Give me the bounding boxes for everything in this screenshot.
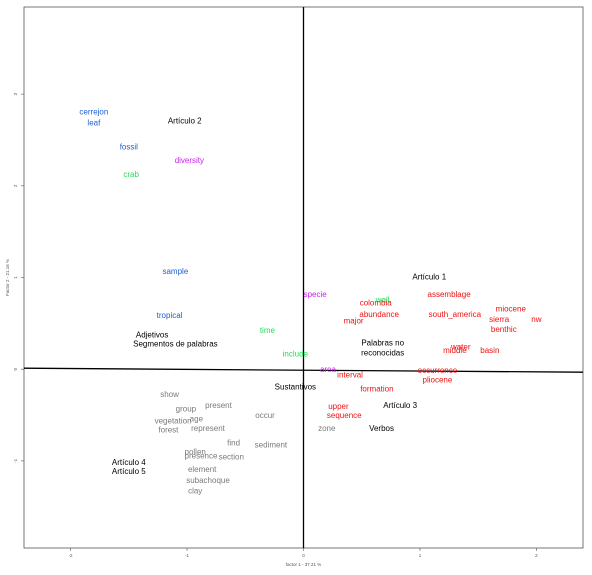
point-label-crab: crab bbox=[123, 170, 139, 179]
point-label-cerrejon: cerrejon bbox=[79, 108, 108, 117]
point-label-clay: clay bbox=[188, 486, 202, 495]
point-label-pliocene: pliocene bbox=[423, 375, 453, 384]
point-label-colombia: colombia bbox=[360, 298, 393, 307]
point-label-group: group bbox=[176, 405, 197, 414]
point-label-tropical: tropical bbox=[157, 311, 183, 320]
point-label-miocene: miocene bbox=[496, 305, 527, 314]
word-labels: cerrejon leaf fossil sample tropical crab time… bbox=[79, 108, 541, 496]
x-tick-label: 1 bbox=[419, 553, 422, 558]
point-label-assemblage: assemblage bbox=[428, 290, 472, 299]
point-label-water: water bbox=[450, 342, 471, 351]
point-label-leaf: leaf bbox=[87, 119, 101, 128]
x-tick-label: 2 bbox=[535, 553, 538, 558]
annotation-label: Adjetivos bbox=[136, 330, 168, 339]
x-tick-label: 0 bbox=[302, 553, 305, 558]
point-label-sequence: sequence bbox=[327, 411, 362, 420]
point-label-south-america: south_america bbox=[429, 310, 482, 319]
point-label-zone: zone bbox=[318, 424, 336, 433]
point-label-benthic: benthic bbox=[491, 325, 517, 334]
point-label-specie: specie bbox=[304, 290, 328, 299]
x-tick-label: -2 bbox=[69, 553, 73, 558]
annotation-label: Segmentos de palabras bbox=[133, 340, 218, 349]
point-label-element: element bbox=[188, 465, 217, 474]
point-label-basin: basin bbox=[480, 346, 499, 355]
point-label-vegetation: vegetation bbox=[155, 417, 192, 426]
point-label-time: time bbox=[260, 326, 276, 335]
x-axis-label: factor 1 - 37.21 % bbox=[286, 562, 322, 567]
point-label-occur: occur bbox=[255, 411, 275, 420]
point-label-presence: presence bbox=[185, 451, 218, 460]
point-label-sierra: sierra bbox=[489, 315, 510, 324]
point-label-represent: represent bbox=[191, 424, 226, 433]
point-label-major: major bbox=[344, 317, 364, 326]
horizontal-zero-axis bbox=[23, 367, 584, 373]
y-tick-label: 2 bbox=[13, 184, 18, 187]
y-tick-label: 0 bbox=[13, 367, 18, 370]
point-label-formation: formation bbox=[360, 384, 393, 393]
annotation-label: Artículo 4 bbox=[112, 458, 146, 467]
point-label-occurrence: occurrence bbox=[418, 366, 458, 375]
annotation-label: Verbos bbox=[369, 424, 394, 433]
x-axis-ticks: -2 -1 0 1 2 bbox=[69, 548, 538, 558]
annotation-label: Sustantivos bbox=[275, 383, 316, 392]
point-label-area: area bbox=[320, 365, 337, 374]
y-tick-label: 3 bbox=[13, 92, 18, 95]
point-label-upper: upper bbox=[328, 402, 349, 411]
point-label-pollen: pollen bbox=[185, 448, 206, 457]
point-label-subachoque: subachoque bbox=[186, 476, 230, 485]
point-label-wall: wall bbox=[375, 296, 390, 305]
point-label-fossil: fossil bbox=[120, 142, 138, 151]
point-label-sediment: sediment bbox=[255, 440, 288, 449]
annotation-label: reconocidas bbox=[361, 349, 404, 358]
annotation-label: Artículo 1 bbox=[412, 273, 446, 282]
point-label-present: present bbox=[205, 401, 232, 410]
point-label-age: age bbox=[190, 415, 204, 424]
y-axis-label: Factor 2 - 21.16 % bbox=[5, 259, 10, 296]
y-axis-ticks: -1 0 1 2 3 bbox=[13, 92, 24, 463]
annotation-label: Palabras no bbox=[361, 339, 404, 348]
point-label-nw: nw bbox=[531, 315, 541, 324]
point-label-middle: middle bbox=[443, 346, 467, 355]
point-label-interval: interval bbox=[337, 371, 363, 380]
point-label-include: include bbox=[283, 350, 309, 359]
point-label-abundance: abundance bbox=[359, 310, 399, 319]
y-tick-label: -1 bbox=[13, 458, 18, 462]
point-label-show: show bbox=[160, 390, 179, 399]
point-label-section: section bbox=[219, 452, 244, 461]
y-tick-label: 1 bbox=[13, 276, 18, 279]
zero-axis-lines bbox=[23, 7, 584, 548]
point-label-diversity: diversity bbox=[175, 156, 204, 165]
annotation-label: Artículo 3 bbox=[383, 401, 417, 410]
point-label-forest: forest bbox=[158, 426, 179, 435]
point-label-sample: sample bbox=[162, 267, 188, 276]
x-tick-label: -1 bbox=[185, 553, 189, 558]
annotation-label: Artículo 5 bbox=[112, 467, 146, 476]
point-label-find: find bbox=[227, 439, 240, 448]
annotation-label: Artículo 2 bbox=[168, 117, 202, 126]
